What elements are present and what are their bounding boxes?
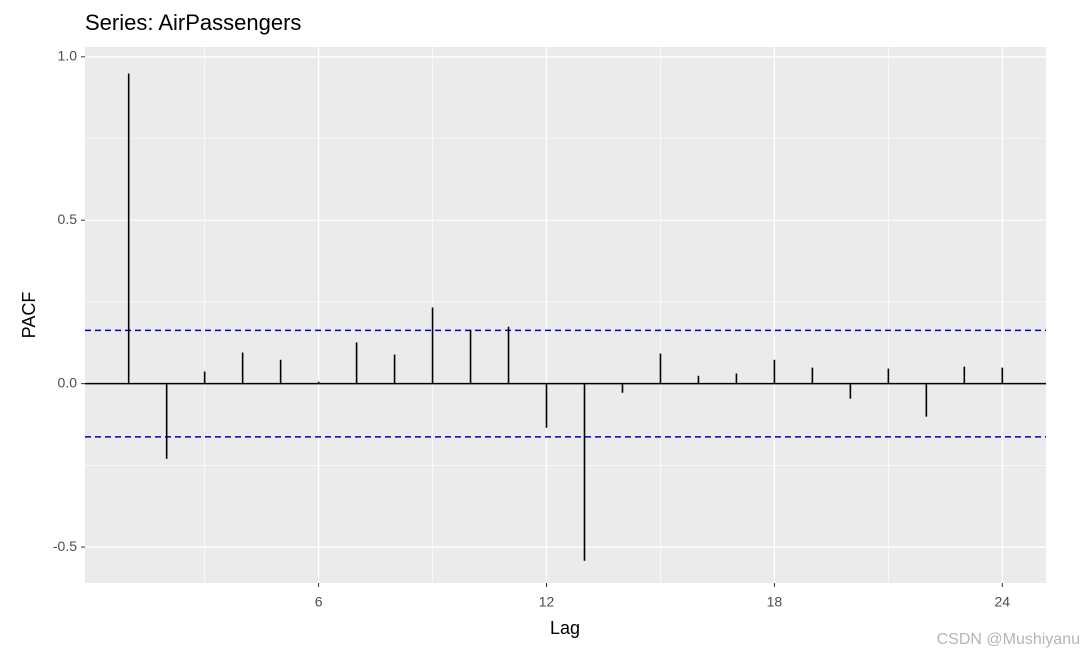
y-tick-label: 0.5	[58, 211, 78, 227]
y-tick-label: 0.0	[58, 374, 78, 390]
panel	[85, 47, 1046, 583]
y-tick-label: 1.0	[58, 48, 78, 64]
y-axis-title: PACF	[19, 292, 39, 339]
x-tick-label: 6	[315, 594, 323, 610]
x-tick-label: 12	[539, 594, 555, 610]
watermark: CSDN @Mushiyanu	[937, 631, 1080, 648]
y-tick-label: -0.5	[53, 538, 77, 554]
x-axis-title: Lag	[550, 618, 580, 638]
chart-title: Series: AirPassengers	[85, 10, 301, 35]
x-tick-label: 18	[767, 594, 783, 610]
x-tick-label: 24	[995, 594, 1011, 610]
